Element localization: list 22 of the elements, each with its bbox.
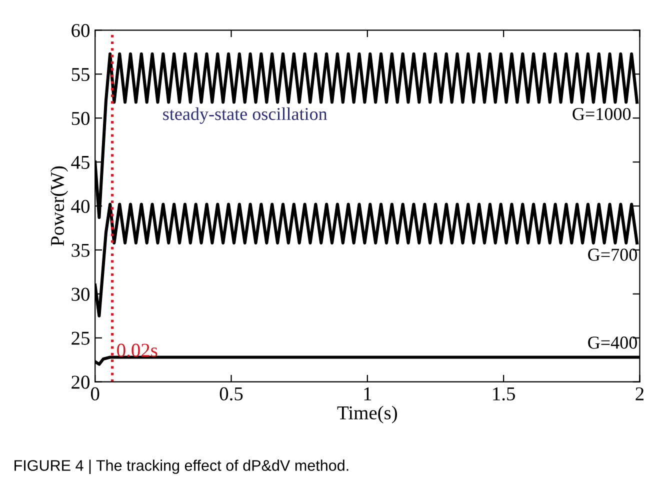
y-tick-label: 55 [72, 68, 90, 82]
y-tick-label: 25 [72, 332, 90, 345]
y-tick-label: 30 [72, 288, 90, 301]
annotation: G=700 [588, 248, 637, 261]
y-tick-label: 45 [71, 156, 90, 169]
y-tick-label: 40 [71, 200, 90, 213]
x-tick-label: 0.5 [220, 387, 243, 400]
annotation: G=1000 [572, 108, 631, 120]
annotation: steady-state oscillation [163, 107, 328, 124]
y-tick-label: 35 [72, 244, 90, 257]
x-tick-label: 1.5 [493, 387, 515, 400]
y-tick-label: 50 [72, 112, 90, 126]
x-tick-label: 1 [364, 387, 372, 400]
y-axis-title: Power(W) [50, 166, 68, 246]
y-tick-label: 60 [72, 24, 90, 38]
ref-line-label: 0.02s [117, 344, 158, 357]
annotation: G=400 [588, 336, 637, 349]
x-tick-label: 2 [636, 387, 644, 400]
x-tick-label: 0 [90, 387, 100, 400]
caption: FIGURE 4 | The tracking effect of dP&dV method. [14, 460, 348, 474]
y-tick-label: 20 [72, 376, 90, 389]
x-axis-title: Time(s) [337, 406, 397, 424]
